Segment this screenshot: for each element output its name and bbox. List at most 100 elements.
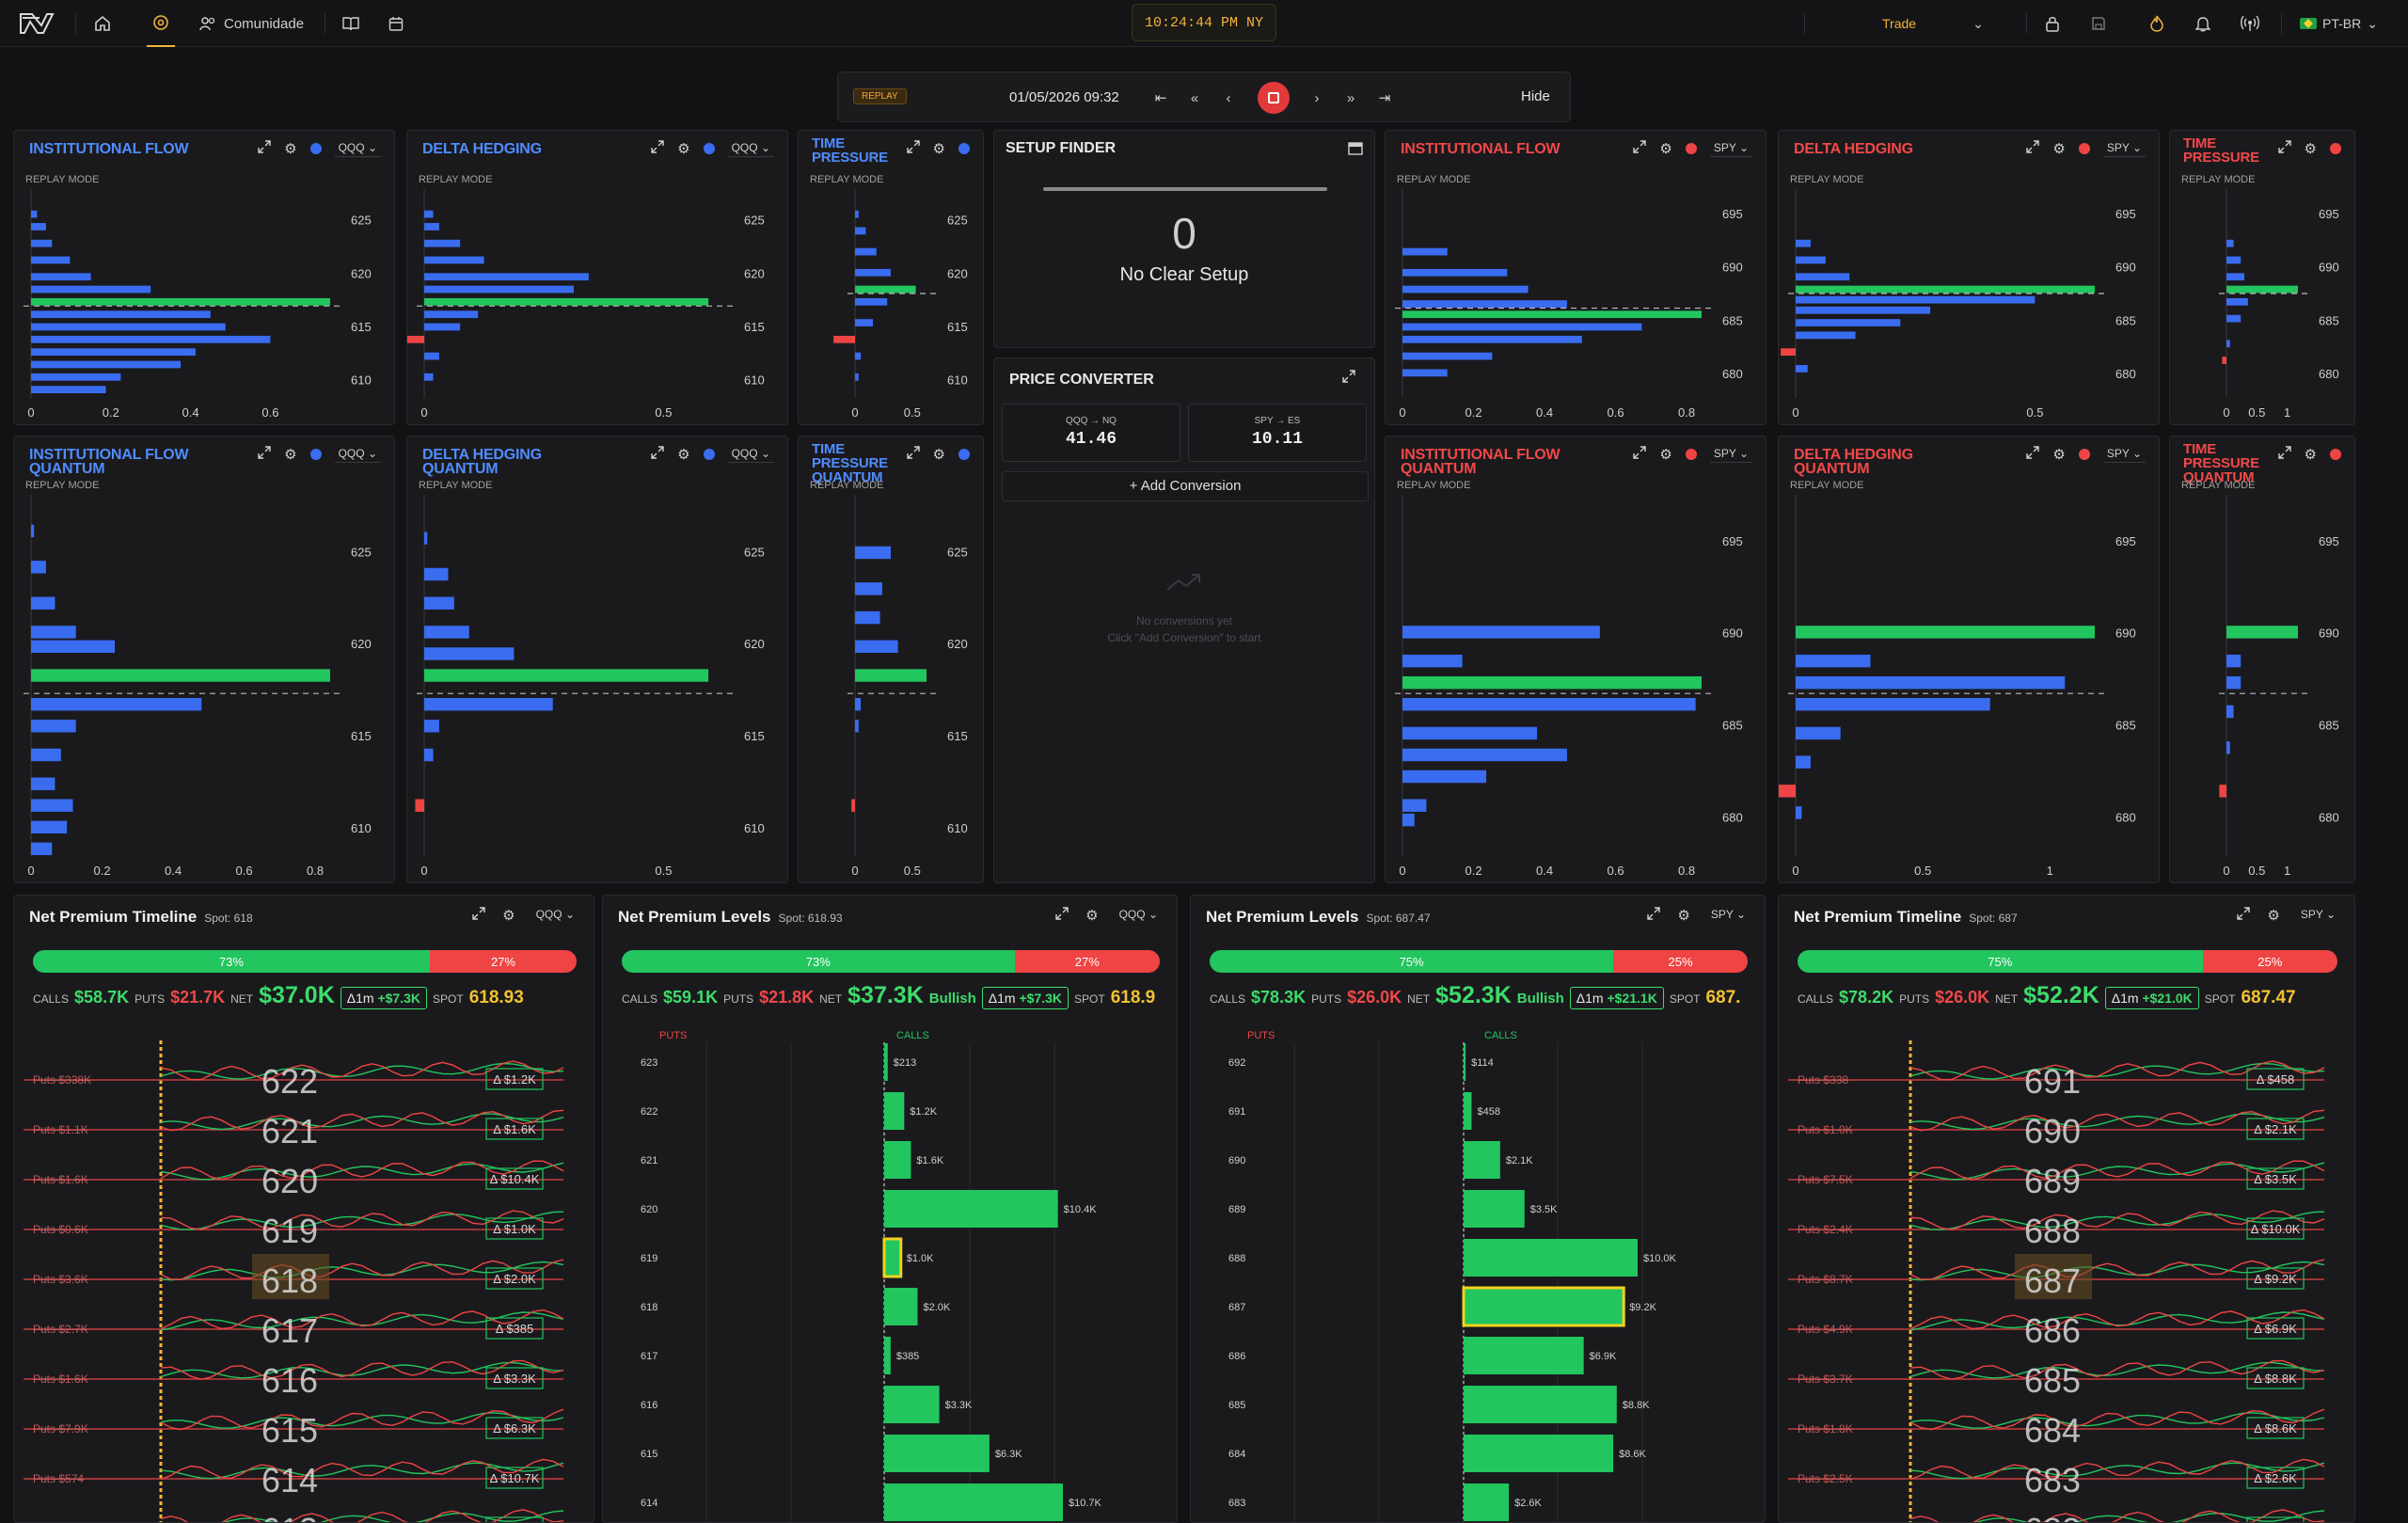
settings-icon[interactable]: ⚙ [932, 141, 945, 157]
puts-amount: Puts $1.6K [33, 1372, 88, 1386]
calendar-icon[interactable] [388, 0, 404, 47]
symbol-select[interactable]: QQQ ⌄ [727, 447, 774, 463]
delta-box [485, 1118, 544, 1140]
puts-sparkline [1909, 1359, 2325, 1380]
panel-collapse-icon[interactable] [1348, 142, 1363, 158]
settings-icon[interactable]: ⚙ [677, 447, 690, 463]
lock-icon[interactable] [2045, 0, 2060, 47]
delta-amount: Δ $1.0K [493, 1222, 536, 1236]
x-tick-label: 0.5 [2248, 864, 2265, 878]
symbol-select[interactable]: SPY ⌄ [1707, 908, 1750, 923]
settings-icon[interactable]: ⚙ [284, 447, 297, 463]
expand-icon[interactable] [2026, 140, 2040, 157]
symbol-select[interactable]: QQQ ⌄ [1116, 908, 1162, 923]
fire-icon[interactable] [2149, 0, 2164, 47]
symbol-select[interactable]: SPY ⌄ [2102, 140, 2146, 157]
language-select[interactable]: PT-BR ⌄ [2300, 0, 2378, 47]
settings-icon[interactable]: ⚙ [677, 141, 690, 157]
strike-label: 620 [641, 1204, 657, 1215]
expand-icon[interactable] [651, 140, 664, 157]
puts-amount: Puts $2.4K [1798, 1223, 1853, 1236]
symbol-select[interactable]: QQQ ⌄ [334, 141, 381, 157]
symbol-select[interactable]: QQQ ⌄ [532, 908, 578, 923]
expand-icon[interactable] [651, 446, 664, 463]
signals-icon[interactable] [147, 0, 175, 47]
expand-icon[interactable] [258, 446, 271, 463]
expand-icon[interactable] [906, 140, 920, 157]
calls-sparkline [160, 1113, 564, 1131]
profile-bar [1402, 285, 1529, 293]
calls-value: $58.7K [74, 988, 130, 1007]
expand-icon[interactable] [906, 446, 920, 463]
x-tick-label: 0.2 [103, 405, 119, 420]
step-forward-icon[interactable]: › [1314, 89, 1320, 106]
step-back-icon[interactable]: ‹ [1226, 89, 1231, 106]
skip-end-icon[interactable]: ⇥ [1378, 90, 1391, 106]
expand-icon[interactable] [2277, 446, 2291, 463]
settings-icon[interactable]: ⚙ [1659, 141, 1672, 157]
add-conversion-button[interactable]: + Add Conversion [1002, 471, 1369, 501]
expand-icon[interactable] [1647, 907, 1661, 924]
replay-datetime[interactable]: 01/05/2026 09:32 [1009, 89, 1119, 105]
expand-icon[interactable] [2277, 140, 2291, 157]
conversion-card-spy-es[interactable]: SPY → ES 10.11 [1188, 404, 1367, 462]
settings-icon[interactable]: ⚙ [2052, 447, 2066, 463]
expand-icon[interactable] [2026, 446, 2040, 463]
expand-icon[interactable] [472, 907, 485, 924]
book-icon[interactable] [342, 0, 359, 47]
settings-icon[interactable]: ⚙ [1659, 447, 1672, 463]
delta-box [2246, 1467, 2305, 1489]
settings-icon[interactable]: ⚙ [502, 908, 515, 924]
symbol-select[interactable]: SPY ⌄ [2297, 908, 2339, 923]
stop-replay-button[interactable] [1258, 82, 1290, 114]
symbol-select[interactable]: SPY ⌄ [1709, 447, 1752, 463]
mode-select[interactable]: Trade ⌄ [1882, 0, 1984, 47]
symbol-select[interactable]: SPY ⌄ [1709, 141, 1752, 157]
rewind-icon[interactable]: « [1190, 89, 1199, 106]
expand-icon[interactable] [1633, 140, 1647, 157]
app-logo[interactable] [19, 0, 55, 47]
home-icon[interactable] [94, 0, 111, 47]
strike-label: 616 [261, 1361, 318, 1400]
community-link[interactable]: Comunidade [199, 0, 304, 47]
settings-icon[interactable]: ⚙ [2304, 447, 2317, 463]
calls-puts-ratio-bar: 75% 25% [1210, 950, 1748, 973]
expand-icon[interactable] [2237, 907, 2251, 924]
premium-chart: PUTS CALLS 623 $213 622 $1.2K 621 $1.6K 620 $10.4… [641, 1030, 1102, 1522]
panel-controls: ⚙ QQQ ⌄ [472, 907, 578, 924]
save-icon[interactable] [2091, 0, 2106, 47]
y-tick-label: 620 [744, 266, 765, 280]
chevron-down-icon: ⌄ [2129, 446, 2142, 460]
symbol-select[interactable]: QQQ ⌄ [334, 447, 381, 463]
expand-icon[interactable] [258, 140, 271, 157]
profile-bar [424, 596, 454, 610]
profile-bar [424, 239, 461, 247]
symbol-select[interactable]: QQQ ⌄ [727, 141, 774, 157]
symbol-value: SPY [2106, 140, 2130, 154]
puts-sparkline [160, 1309, 564, 1330]
settings-icon[interactable]: ⚙ [1677, 908, 1690, 924]
status-dot [958, 143, 970, 154]
settings-icon[interactable]: ⚙ [2267, 908, 2280, 924]
settings-icon[interactable]: ⚙ [1085, 908, 1099, 924]
bell-icon[interactable] [2195, 0, 2210, 47]
panel-controls: ⚙ SPY ⌄ [2026, 140, 2146, 157]
delta-box [485, 1367, 544, 1389]
conversion-card-qqq-nq[interactable]: QQQ → NQ 41.46 [1002, 404, 1180, 462]
expand-icon[interactable] [1633, 446, 1647, 463]
status-dot [309, 449, 322, 460]
strike-label: 619 [261, 1212, 318, 1250]
expand-icon[interactable] [1055, 907, 1069, 924]
settings-icon[interactable]: ⚙ [284, 141, 297, 157]
skip-start-icon[interactable]: ⇤ [1154, 90, 1167, 106]
settings-icon[interactable]: ⚙ [2052, 141, 2066, 157]
panel-controls: ⚙ [906, 446, 970, 463]
settings-icon[interactable]: ⚙ [2304, 141, 2317, 157]
broadcast-icon[interactable] [2241, 0, 2259, 47]
symbol-select[interactable]: SPY ⌄ [2102, 446, 2146, 463]
profile-bar [31, 524, 35, 538]
hide-replay-button[interactable]: Hide [1521, 88, 1550, 104]
settings-icon[interactable]: ⚙ [932, 447, 945, 463]
fast-forward-icon[interactable]: » [1346, 89, 1355, 106]
expand-icon[interactable] [1342, 370, 1355, 386]
